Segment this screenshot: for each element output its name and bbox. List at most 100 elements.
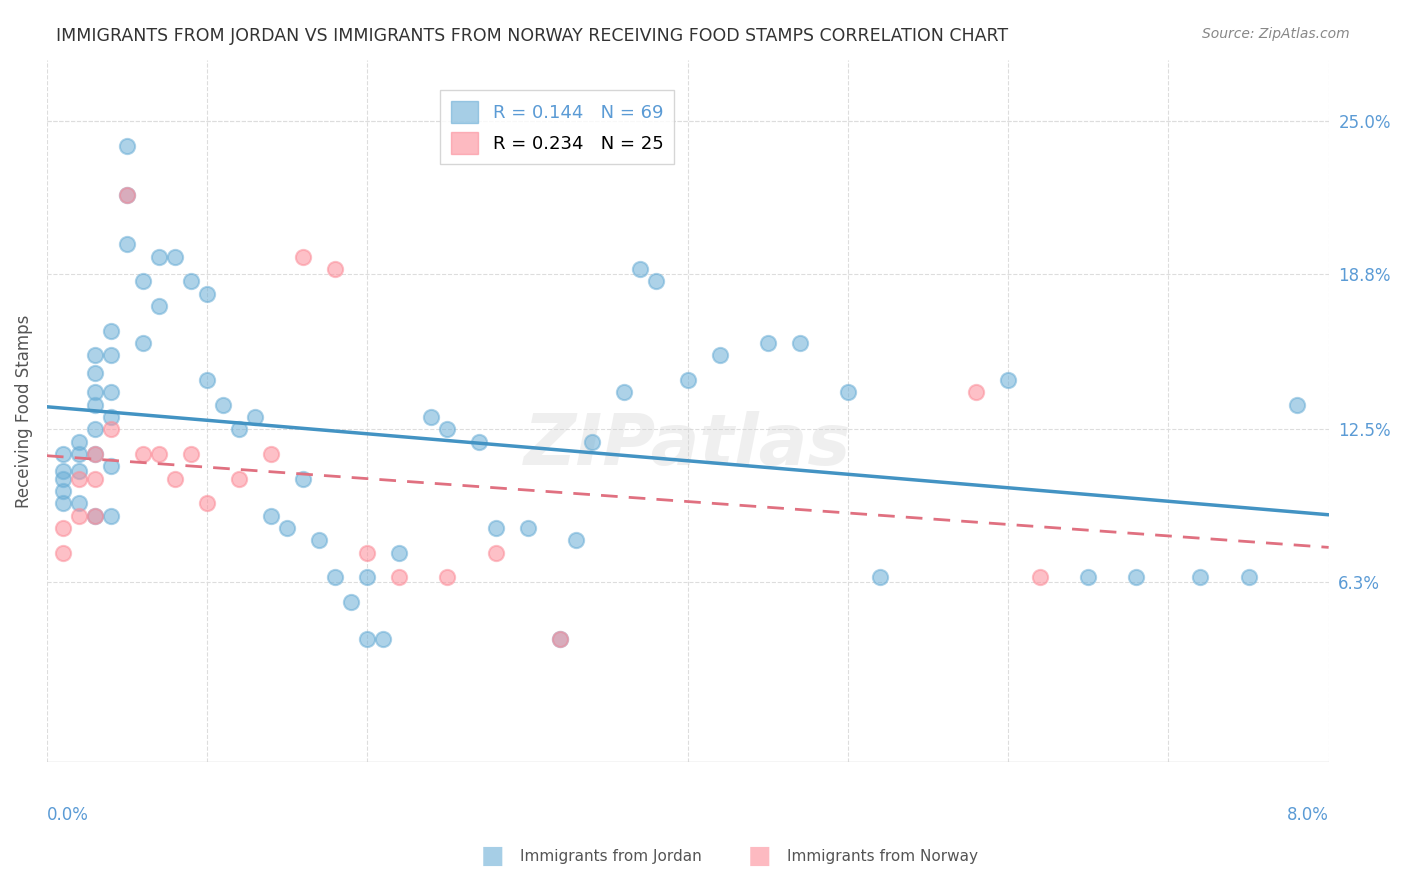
Point xyxy=(148,447,170,461)
Point xyxy=(356,570,378,584)
Point xyxy=(436,570,458,584)
Point xyxy=(628,262,651,277)
Point xyxy=(323,262,346,277)
Legend: R = 0.144   N = 69, R = 0.234   N = 25: R = 0.144 N = 69, R = 0.234 N = 25 xyxy=(440,90,675,164)
Point xyxy=(388,545,411,559)
Point xyxy=(84,398,107,412)
Point xyxy=(676,373,699,387)
Text: ■: ■ xyxy=(748,845,770,868)
Point xyxy=(100,459,122,474)
Text: ZIPatlas: ZIPatlas xyxy=(524,411,852,481)
Point xyxy=(165,472,187,486)
Point xyxy=(52,545,75,559)
Point xyxy=(132,275,155,289)
Point xyxy=(484,521,506,535)
Point xyxy=(100,422,122,436)
Point xyxy=(548,632,571,646)
Point xyxy=(52,447,75,461)
Point xyxy=(308,533,330,548)
Point xyxy=(484,545,506,559)
Point xyxy=(1125,570,1147,584)
Point xyxy=(965,385,987,400)
Point xyxy=(548,632,571,646)
Point xyxy=(100,348,122,362)
Point xyxy=(100,410,122,425)
Point xyxy=(84,366,107,380)
Point xyxy=(67,496,90,510)
Point xyxy=(67,508,90,523)
Point xyxy=(67,447,90,461)
Point xyxy=(292,472,315,486)
Point xyxy=(243,410,266,425)
Point xyxy=(100,508,122,523)
Point xyxy=(195,286,218,301)
Point xyxy=(100,324,122,338)
Point xyxy=(228,422,250,436)
Point xyxy=(468,434,491,449)
Point xyxy=(276,521,298,535)
Point xyxy=(1077,570,1099,584)
Point xyxy=(84,508,107,523)
Point xyxy=(67,472,90,486)
Text: ■: ■ xyxy=(481,845,503,868)
Point xyxy=(84,447,107,461)
Point xyxy=(212,398,235,412)
Point xyxy=(228,472,250,486)
Point xyxy=(564,533,586,548)
Text: Immigrants from Norway: Immigrants from Norway xyxy=(787,849,979,863)
Point xyxy=(323,570,346,584)
Point xyxy=(260,508,283,523)
Point xyxy=(837,385,859,400)
Point xyxy=(180,447,202,461)
Point xyxy=(516,521,538,535)
Point xyxy=(52,496,75,510)
Point xyxy=(84,508,107,523)
Point xyxy=(869,570,891,584)
Point xyxy=(115,139,138,153)
Point xyxy=(115,188,138,202)
Point xyxy=(52,521,75,535)
Point xyxy=(1237,570,1260,584)
Point xyxy=(260,447,283,461)
Point xyxy=(195,373,218,387)
Point xyxy=(1029,570,1052,584)
Point xyxy=(373,632,395,646)
Point xyxy=(420,410,443,425)
Point xyxy=(132,336,155,351)
Point xyxy=(581,434,603,449)
Text: 8.0%: 8.0% xyxy=(1286,806,1329,824)
Point xyxy=(1189,570,1212,584)
Point xyxy=(292,250,315,264)
Point xyxy=(756,336,779,351)
Point xyxy=(67,434,90,449)
Point xyxy=(115,188,138,202)
Point xyxy=(84,447,107,461)
Point xyxy=(340,595,363,609)
Point xyxy=(84,348,107,362)
Point xyxy=(613,385,636,400)
Point xyxy=(100,385,122,400)
Y-axis label: Receiving Food Stamps: Receiving Food Stamps xyxy=(15,314,32,508)
Point xyxy=(789,336,811,351)
Point xyxy=(132,447,155,461)
Point xyxy=(148,250,170,264)
Point xyxy=(148,299,170,313)
Point xyxy=(997,373,1019,387)
Point xyxy=(67,464,90,478)
Point xyxy=(388,570,411,584)
Point xyxy=(436,422,458,436)
Text: Source: ZipAtlas.com: Source: ZipAtlas.com xyxy=(1202,27,1350,41)
Point xyxy=(356,545,378,559)
Text: 0.0%: 0.0% xyxy=(46,806,89,824)
Point xyxy=(356,632,378,646)
Point xyxy=(52,483,75,498)
Point xyxy=(195,496,218,510)
Point xyxy=(84,472,107,486)
Point xyxy=(644,275,666,289)
Text: Immigrants from Jordan: Immigrants from Jordan xyxy=(520,849,702,863)
Point xyxy=(1285,398,1308,412)
Point xyxy=(84,385,107,400)
Point xyxy=(84,422,107,436)
Point xyxy=(115,237,138,252)
Point xyxy=(52,464,75,478)
